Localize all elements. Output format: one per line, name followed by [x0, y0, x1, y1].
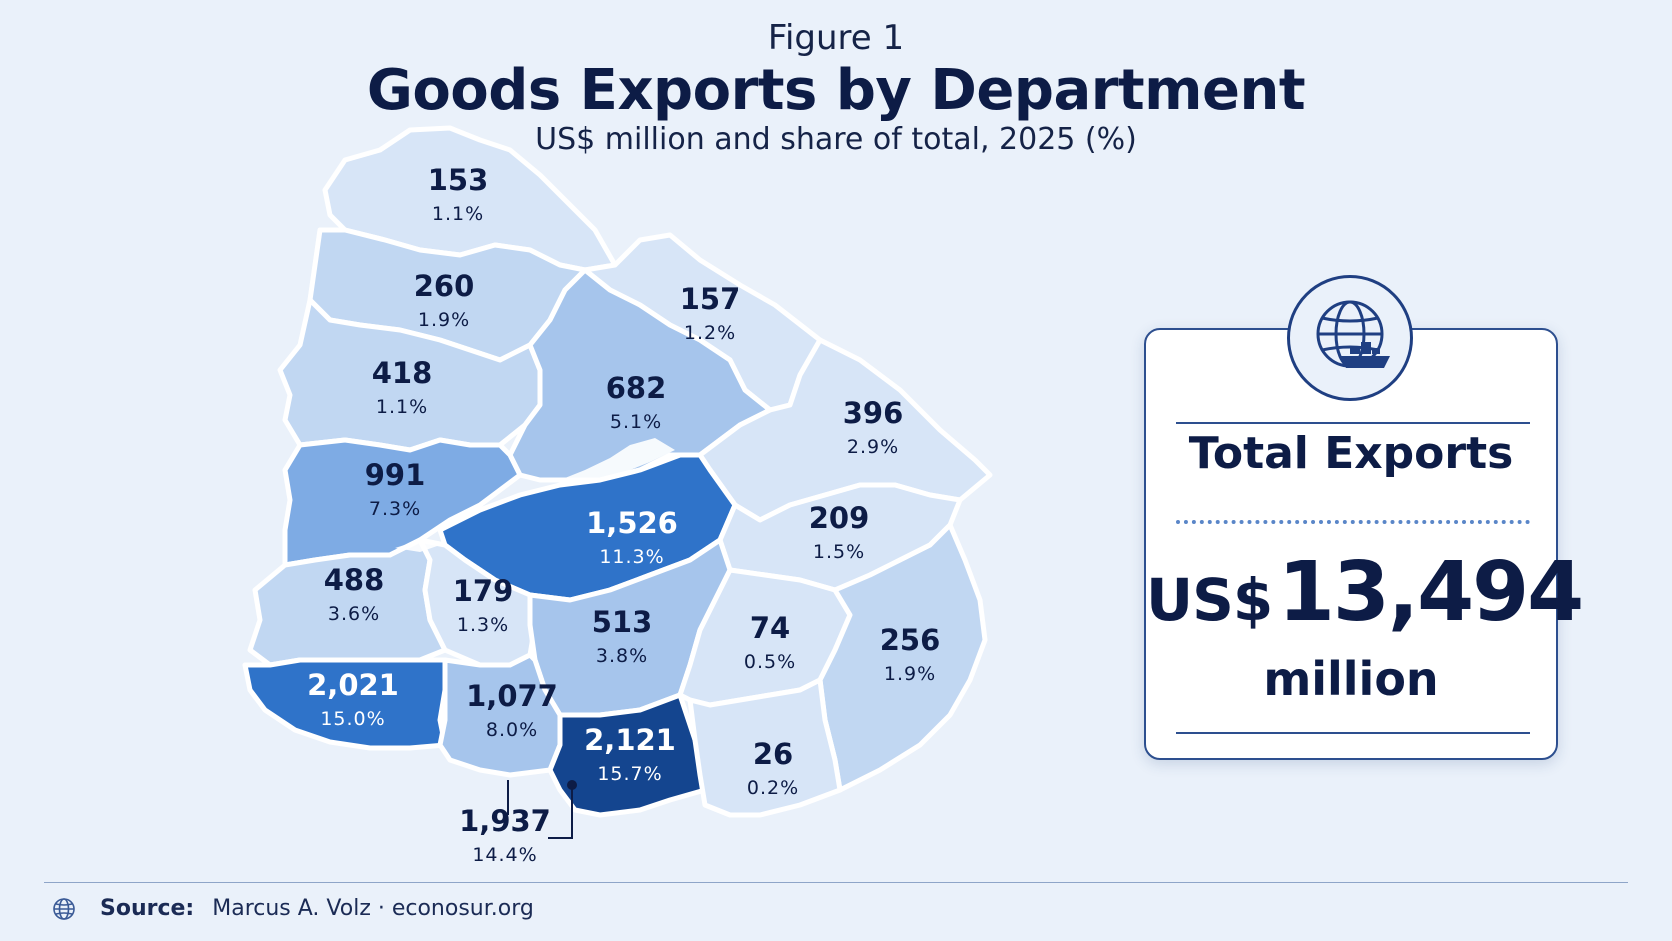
- dept-value-label: 513: [592, 605, 653, 639]
- dept-share-label: 11.3%: [599, 546, 664, 568]
- dept-region-991[interactable]: [282, 437, 523, 568]
- map-title: Goods Exports by Department: [366, 58, 1306, 123]
- card-top-rule: [1176, 422, 1530, 424]
- dept-value-label: 1,526: [586, 506, 678, 540]
- department-labels: 153 1.1% 260 1.9% 157 1.2% 418 1.1% 682 5.1% 396 2.…: [307, 163, 940, 866]
- dept-value-label: 1,077: [466, 679, 558, 713]
- dept-value-label: 396: [843, 396, 904, 430]
- dept-share-label: 8.0%: [486, 719, 538, 741]
- dept-region-2021[interactable]: [242, 657, 448, 751]
- dept-value-label: 74: [750, 611, 790, 645]
- dept-share-label: 15.7%: [597, 763, 662, 785]
- dept-region-26[interactable]: [687, 677, 843, 818]
- dept-value-label: 418: [372, 356, 433, 390]
- dept-value-label: 209: [809, 501, 870, 535]
- dept-share-label: 1.9%: [884, 663, 936, 685]
- dept-share-label: 3.6%: [328, 603, 380, 625]
- rio-negro-lakes: [395, 438, 675, 552]
- dept-share-label: 0.2%: [747, 777, 799, 799]
- globe-ship-icon: [1287, 275, 1413, 401]
- total-exports-currency: US$: [1146, 566, 1273, 634]
- dept-value-label: 2,021: [307, 668, 399, 702]
- dept-share-label: 3.8%: [596, 645, 648, 667]
- source-footer: Source: Marcus A. Volz · econosur.org: [52, 896, 534, 921]
- dept-region-488[interactable]: [247, 537, 448, 668]
- total-exports-unit: million: [1263, 652, 1439, 706]
- dept-share-label: 5.1%: [610, 411, 662, 433]
- card-bottom-rule: [1176, 732, 1530, 734]
- dept-value-label: 153: [428, 163, 489, 197]
- dept-share-label: 1.9%: [418, 309, 470, 331]
- dept-value-label: 256: [880, 623, 941, 657]
- dept-share-label: 1.1%: [376, 396, 428, 418]
- total-exports-amount: 13,494: [1277, 545, 1584, 640]
- dept-region-2121[interactable]: [547, 692, 708, 818]
- callout-1937: [507, 780, 573, 839]
- dept-share-label: 1.5%: [813, 541, 865, 563]
- dept-value-label: 179: [453, 574, 514, 608]
- dept-value-label: 682: [606, 371, 667, 405]
- dept-share-label: 1.2%: [684, 322, 736, 344]
- footer-divider: [44, 882, 1628, 883]
- dept-share-label: 1.1%: [432, 203, 484, 225]
- dept-value-label: 488: [324, 563, 385, 597]
- dept-value-label: 991: [365, 458, 426, 492]
- total-exports-value: US$ 13,494: [1146, 545, 1584, 640]
- dept-share-label: 7.3%: [369, 498, 421, 520]
- dept-share-label: 14.4%: [472, 844, 537, 866]
- dept-value-label: 1,937: [459, 804, 551, 838]
- dept-value-label: 26: [753, 737, 793, 771]
- callout-dot-1937: [567, 780, 577, 790]
- map-subtitle: US$ million and share of total, 2025 (%): [535, 122, 1137, 157]
- dept-share-label: 0.5%: [744, 651, 796, 673]
- globe-icon: [53, 897, 75, 920]
- source-label: Source:: [100, 896, 195, 921]
- total-exports-label: Total Exports: [1188, 428, 1514, 479]
- card-dotted-divider: [1176, 520, 1530, 524]
- figure-label: Figure 1: [767, 18, 905, 58]
- dept-share-label: 2.9%: [847, 436, 899, 458]
- dept-share-label: 15.0%: [320, 708, 385, 730]
- dept-value-label: 2,121: [584, 723, 676, 757]
- dept-value-label: 157: [680, 282, 741, 316]
- dept-value-label: 260: [414, 269, 475, 303]
- source-text: Marcus A. Volz · econosur.org: [212, 896, 534, 921]
- department-regions: [242, 125, 993, 818]
- dept-share-label: 1.3%: [457, 614, 509, 636]
